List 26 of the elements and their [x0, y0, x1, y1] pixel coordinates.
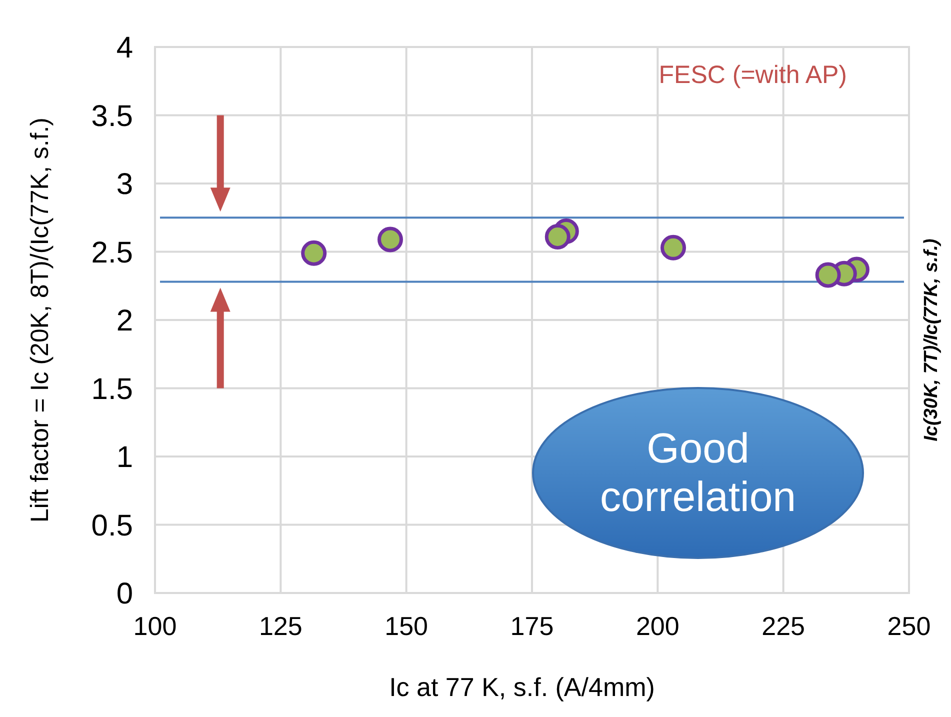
y-tick-label: 0.5	[91, 509, 133, 542]
y-axis-title: Lift factor = Ic (20K, 8T)/(Ic(77K, s.f.)	[26, 118, 54, 522]
y-tick-label: 1	[116, 441, 133, 474]
point	[301, 240, 327, 266]
point	[660, 234, 686, 260]
annotation: FESC (=with AP)	[658, 61, 847, 89]
x-tick-label: 150	[384, 611, 428, 641]
x-tick-label: 250	[887, 611, 931, 641]
point	[815, 262, 841, 288]
x-tick-label: 225	[762, 611, 806, 641]
y-tick-label: 4	[116, 32, 133, 64]
x-tick-label: 125	[258, 611, 302, 641]
y-tick-label: 3.5	[91, 100, 133, 133]
y-tick-label: 3	[116, 168, 133, 201]
point	[544, 224, 570, 250]
x-tick-label: 100	[133, 611, 177, 641]
y-tick-label: 1.5	[91, 372, 133, 406]
x-tick-label: 200	[636, 611, 680, 641]
annotation: Good correlation	[600, 424, 796, 520]
y-tick-label: 2.5	[91, 236, 133, 270]
point	[378, 226, 403, 252]
text: Ic(30K, 7T)/Ic(77K, s.f.)	[921, 238, 942, 442]
x-axis-title: Ic at 77 K, s.f. (A/4mm)	[389, 672, 655, 702]
y-tick-label: 2	[116, 304, 133, 338]
x-tick-label: 175	[510, 611, 554, 641]
y-tick-label: 0	[116, 578, 133, 610]
